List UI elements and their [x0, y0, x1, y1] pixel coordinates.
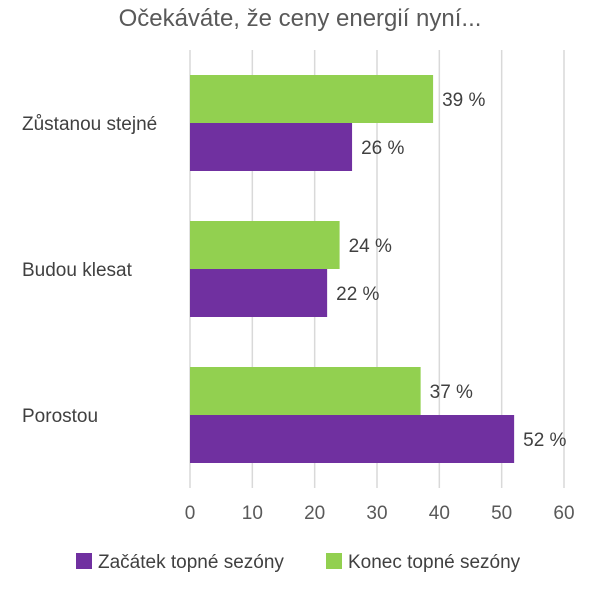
- bar-zacatek-1: [190, 269, 328, 317]
- category-label: Porostou: [22, 406, 98, 427]
- x-tick-label: 40: [429, 503, 450, 524]
- legend: Začátek topné sezóny Konec topné sezóny: [76, 552, 521, 573]
- x-axis-ticks: 0 10 20 30 40 50 60: [185, 503, 575, 524]
- data-label: 26 %: [361, 138, 404, 159]
- legend-label: Začátek topné sezóny: [98, 552, 284, 573]
- category-labels: Zůstanou stejné Budou klesat Porostou: [22, 114, 157, 427]
- data-label: 24 %: [349, 236, 392, 257]
- bars: [190, 75, 515, 463]
- legend-swatch: [76, 553, 92, 569]
- data-labels: 39 % 26 % 24 % 22 % 37 % 52 %: [336, 90, 566, 451]
- data-label: 52 %: [523, 430, 566, 451]
- category-label: Budou klesat: [22, 260, 133, 281]
- bar-zacatek-2: [190, 415, 515, 463]
- bar-konec-2: [190, 367, 421, 415]
- legend-swatch: [326, 553, 342, 569]
- data-label: 39 %: [442, 90, 485, 111]
- data-label: 22 %: [336, 284, 379, 305]
- x-tick-label: 50: [491, 503, 512, 524]
- chart-title: Očekáváte, že ceny energií nyní...: [119, 5, 482, 32]
- legend-label: Konec topné sezóny: [348, 552, 521, 573]
- bar-konec-1: [190, 221, 340, 269]
- bar-konec-0: [190, 75, 434, 123]
- data-label: 37 %: [430, 382, 473, 403]
- category-label: Zůstanou stejné: [22, 114, 157, 135]
- x-tick-label: 60: [553, 503, 574, 524]
- x-tick-label: 0: [185, 503, 196, 524]
- bar-zacatek-0: [190, 123, 353, 171]
- x-tick-label: 10: [242, 503, 263, 524]
- x-tick-label: 30: [366, 503, 387, 524]
- x-tick-label: 20: [304, 503, 325, 524]
